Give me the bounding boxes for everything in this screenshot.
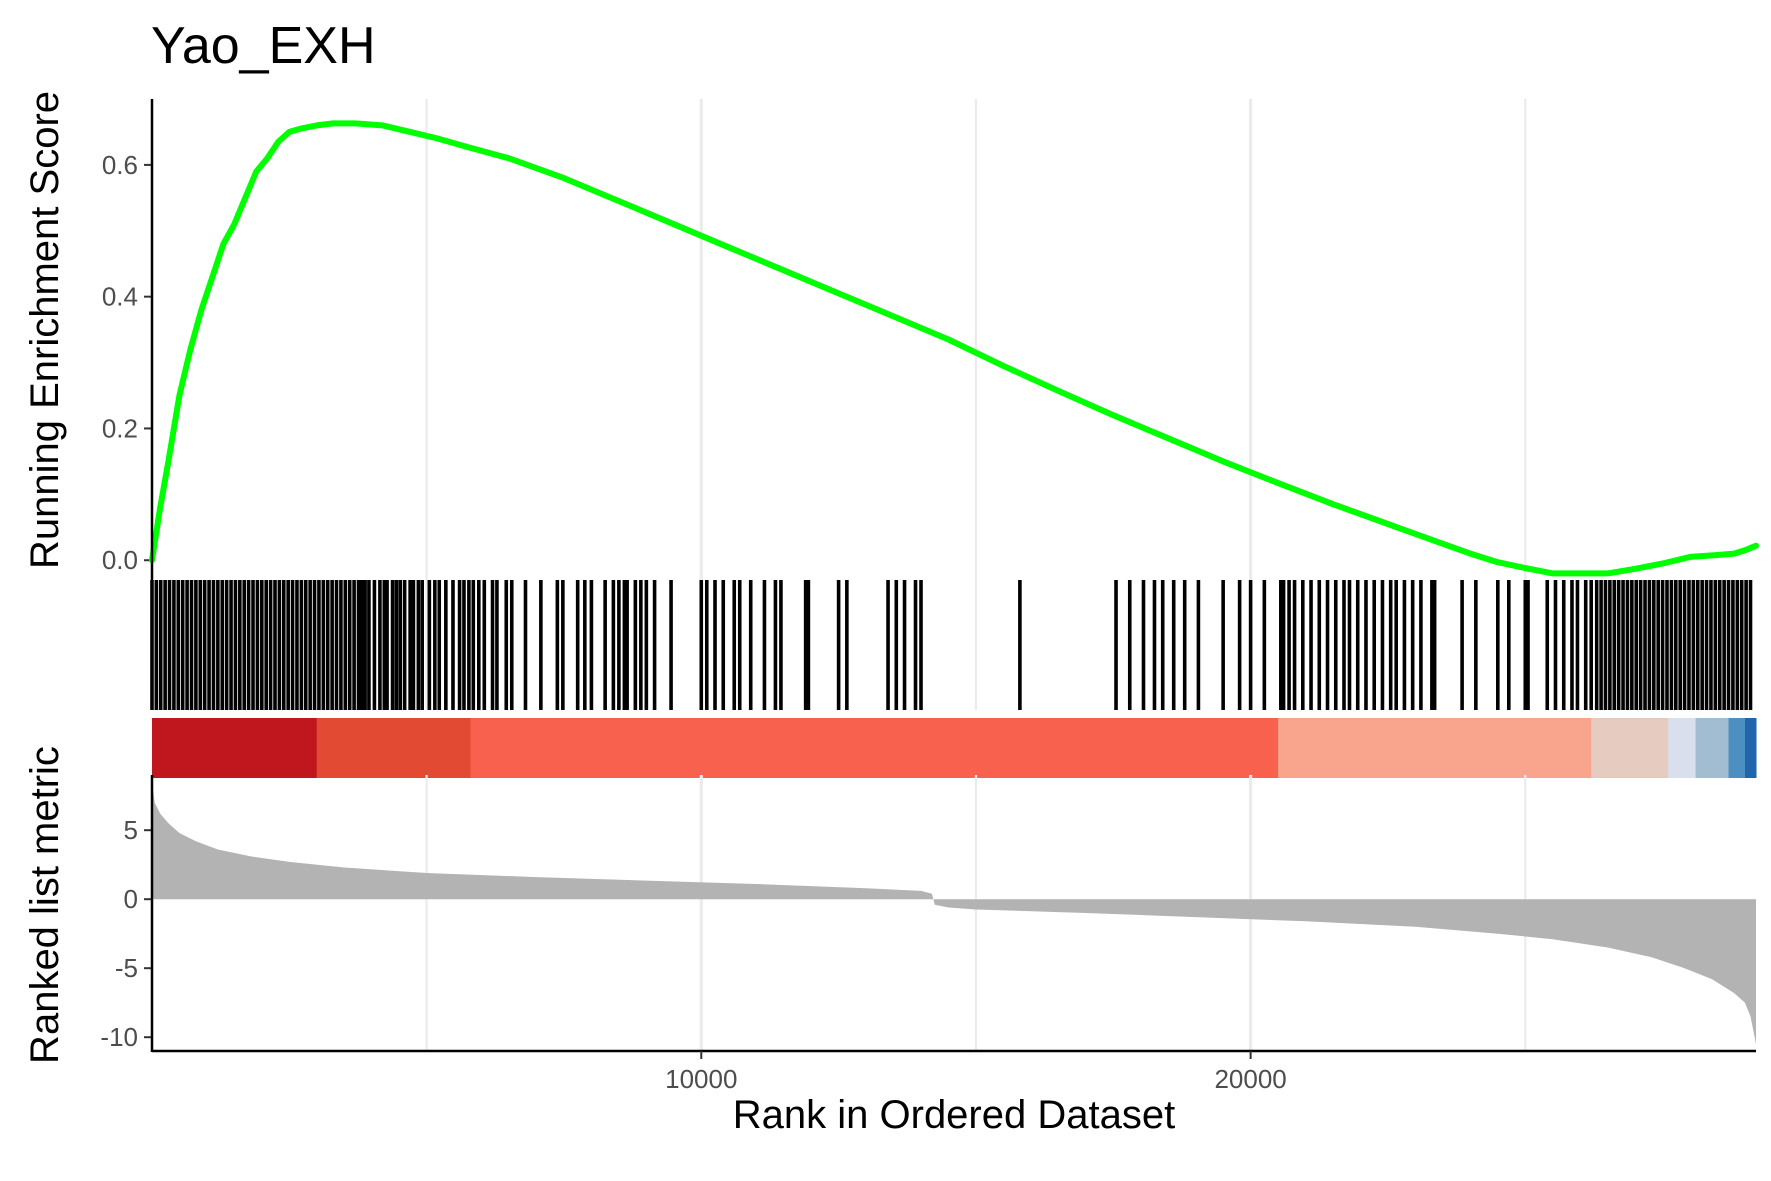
ranked-metric-panel: 5 0 -5 -10 10000 20000 Ranked list metric Ra… [23,746,1756,1137]
y-tick-label: 0 [124,884,138,914]
enrichment-y-tick-labels: 0.0 0.2 0.4 0.6 [102,150,138,575]
color-bar-segment [1591,718,1669,778]
color-bar-segment [470,718,1279,778]
color-bar-segment [1695,718,1730,778]
y-tick-label: 0.0 [102,545,138,575]
x-axis-title: Rank in Ordered Dataset [733,1093,1175,1137]
color-bar-segment [1278,718,1592,778]
x-tick-label: 10000 [665,1064,737,1094]
ranked-metric-y-axis-title: Ranked list metric [23,746,67,1064]
x-tick-labels: 10000 20000 [665,1064,1287,1094]
plot-title: Yao_EXH [151,17,376,75]
color-bar-segment [1728,718,1746,778]
y-tick-label: 0.6 [102,150,138,180]
y-tick-label: -5 [115,953,138,983]
ranked-metric-area [152,781,1756,1045]
gene-hits-panel [150,580,1753,710]
color-bar-segment [152,718,318,778]
color-bar-segment [316,718,472,778]
gene-hit-marks [150,580,1753,710]
color-bar-segment [1745,718,1757,778]
y-tick-label: 5 [124,815,138,845]
enrichment-gridlines [425,99,1527,580]
running-enrichment-line [149,120,1759,577]
color-bar-segment [1668,718,1697,778]
y-tick-label: -10 [100,1022,138,1052]
x-tick-label: 20000 [1214,1064,1286,1094]
ranked-metric-y-tick-labels: 5 0 -5 -10 [100,815,138,1052]
y-tick-label: 0.4 [102,282,138,312]
ranked-metric-y-ticks [144,829,152,1039]
y-tick-label: 0.2 [102,413,138,443]
ranked-metric-gridlines [425,775,1527,1051]
enrichment-panel: 0.0 0.2 0.4 0.6 Running Enrichment Score [23,91,1759,580]
rank-color-bar [152,718,1757,778]
enrichment-y-axis-title: Running Enrichment Score [23,91,67,569]
x-ticks [700,1051,1252,1059]
